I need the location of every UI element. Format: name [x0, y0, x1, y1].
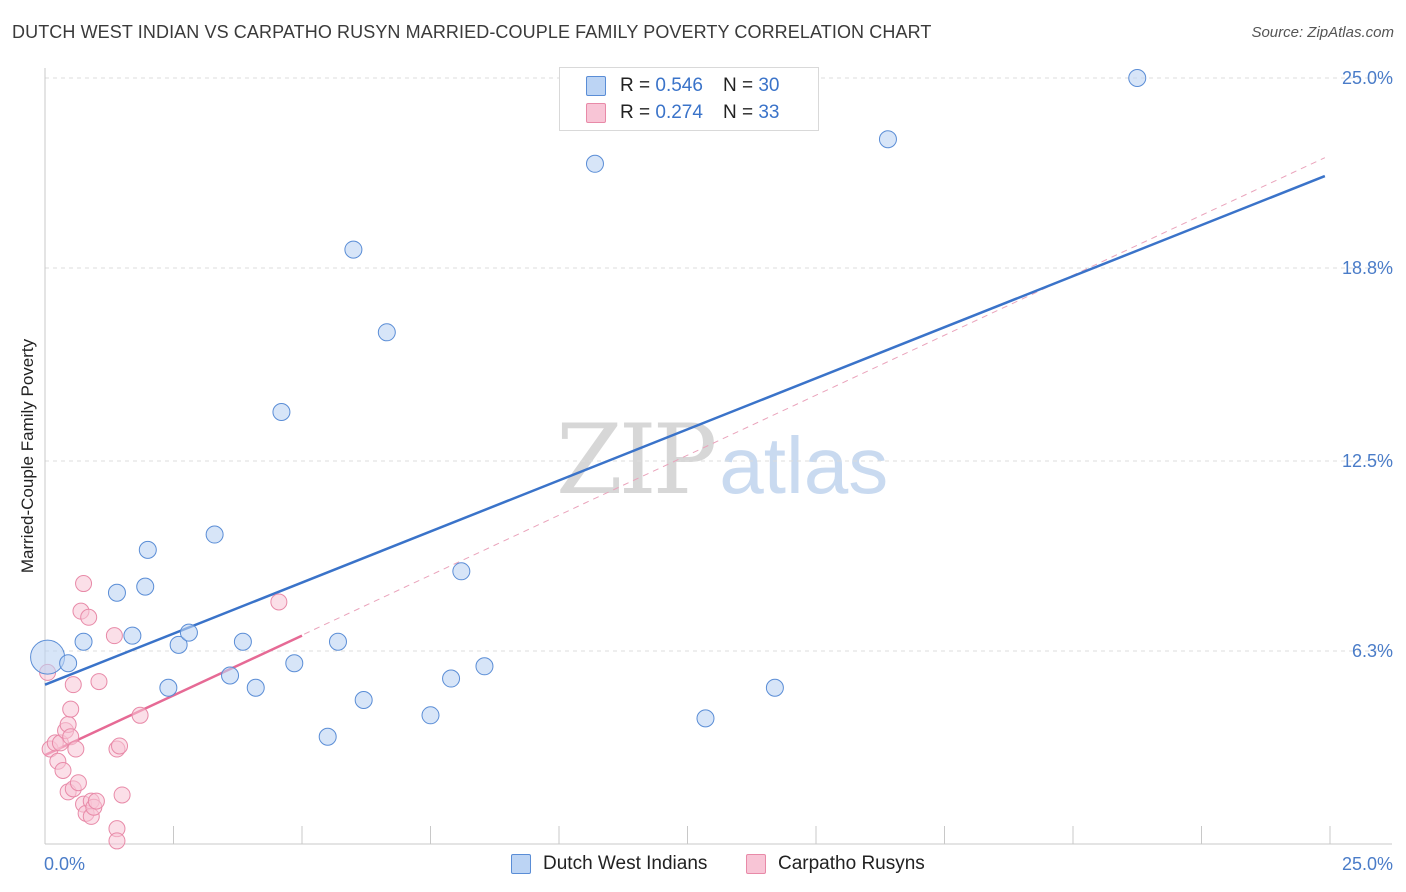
dutch-west-indian-point [696, 709, 715, 728]
dutch-west-indian-point [233, 632, 252, 651]
correlation-legend: R = 0.546 N = 30 R = 0.274 N = 33 [559, 67, 819, 131]
carpatho-rusyn-point [270, 593, 288, 611]
legend-r-label: R = [620, 102, 651, 123]
dutch-west-indian-point [123, 626, 142, 645]
chart-title: DUTCH WEST INDIAN VS CARPATHO RUSYN MARR… [12, 22, 932, 42]
x-tick-label-min: 0.0% [44, 854, 85, 874]
dutch-west-indian-point [328, 632, 347, 651]
legend-r-label: R = [620, 75, 651, 96]
watermark: ZIPatlas [556, 404, 888, 516]
dutch-west-indian-point [221, 666, 240, 685]
legend-r-value: 0.546 [655, 75, 703, 96]
dutch-west-indian-point [272, 402, 291, 421]
carpatho-rusyn-point [108, 832, 126, 850]
legend-row-dutch-west-indians: R = 0.546 N = 30 [586, 73, 779, 99]
pink-trend-line [44, 634, 303, 757]
bottom-legend-swatch-pink [746, 854, 766, 874]
legend-r-value: 0.274 [655, 102, 703, 123]
blue-trend-line [44, 174, 1326, 686]
watermark-atlas: atlas [719, 421, 889, 510]
axes [44, 68, 1392, 845]
dutch-west-indian-point [169, 635, 188, 654]
dutch-west-indian-point [765, 678, 784, 697]
carpatho-rusyn-point [62, 700, 80, 718]
dutch-west-indian-point [159, 678, 178, 697]
dutch-west-indian-point [74, 632, 93, 651]
dutch-west-indian-point [246, 678, 265, 697]
carpatho-rusyn-point [80, 608, 98, 626]
dutch-west-indian-point [205, 525, 224, 544]
dutch-west-indian-point [318, 727, 337, 746]
carpatho-rusyn-point [131, 706, 149, 724]
dutch-west-indian-point [421, 706, 440, 725]
dutch-west-indian-point [377, 323, 396, 342]
dutch-west-indian-point [344, 240, 363, 259]
bottom-legend-carpatho-rusyns: Carpatho Rusyns [746, 851, 925, 877]
y-tick-label: 6.3% [1352, 641, 1393, 661]
y-tick-label: 12.5% [1342, 451, 1393, 471]
trend-lines [44, 157, 1326, 757]
y-tick-label: 25.0% [1342, 68, 1393, 88]
dutch-west-indian-point [452, 562, 471, 581]
watermark-zip: ZIP [556, 404, 717, 516]
carpatho-rusyn-point [111, 737, 129, 755]
gridlines [45, 77, 1392, 652]
bottom-legend-label: Carpatho Rusyns [778, 853, 925, 874]
dutch-west-indian-point [285, 654, 304, 673]
bottom-legend-dutch-west-indians: Dutch West Indians [511, 851, 707, 877]
carpatho-rusyn-point [67, 740, 85, 758]
dutch-west-indian-point [179, 623, 198, 642]
tick-labels: 6.3% 12.5% 18.8% 25.0% 0.0% 25.0% [44, 68, 1393, 874]
dutch-west-indian-point [354, 690, 373, 709]
dutch-west-indian-point [107, 583, 126, 602]
dutch-west-indian-point [30, 639, 66, 675]
y-tick-label: 18.8% [1342, 258, 1393, 278]
dutch-west-indian-point [136, 577, 155, 596]
dutch-west-indian-point [1128, 69, 1147, 87]
carpatho-rusyn-point [64, 676, 82, 694]
dutch-west-indian-point [138, 540, 157, 559]
source-label: Source: ZipAtlas.com [1251, 24, 1394, 41]
x-tick-label-max: 25.0% [1342, 854, 1393, 874]
legend-n-label: N = [722, 75, 754, 96]
carpatho-rusyn-point [105, 627, 123, 645]
legend-n-label: N = [722, 102, 754, 123]
carpatho-rusyn-point [54, 761, 72, 779]
legend-swatch-pink [586, 103, 606, 123]
legend-row-carpatho-rusyns: R = 0.274 N = 33 [586, 100, 779, 126]
legend-n-value: 33 [758, 102, 780, 123]
dutch-west-indian-point [59, 654, 78, 673]
carpatho-rusyn-point [90, 673, 108, 691]
dutch-west-indian-point [878, 130, 897, 149]
legend-n-value: 30 [758, 75, 780, 96]
dutch-west-indian-point [585, 154, 604, 173]
carpatho-rusyn-point [69, 774, 87, 792]
bottom-legend-swatch-blue [511, 854, 531, 874]
legend-swatch-blue [586, 76, 606, 96]
carpatho-rusyn-point [75, 575, 93, 593]
carpatho-rusyn-point [113, 786, 131, 804]
carpatho-rusyn-point [87, 792, 105, 810]
dutch-west-indian-point [442, 669, 461, 688]
dutch-west-indian-point [475, 657, 494, 676]
bottom-legend-label: Dutch West Indians [543, 853, 708, 874]
data-points [30, 69, 1147, 850]
